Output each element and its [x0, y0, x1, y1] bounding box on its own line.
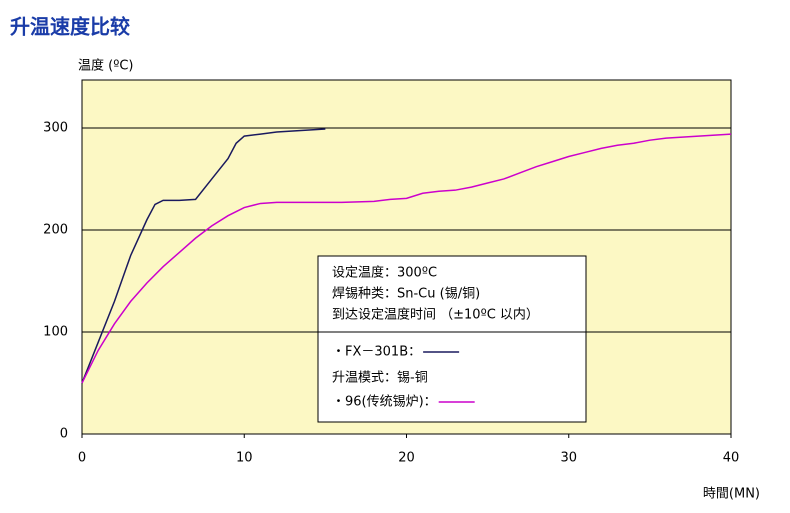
legend-label: ・96(传统锡炉)：	[332, 395, 437, 410]
y-tick-label: 100	[43, 324, 68, 339]
x-tick-label: 0	[78, 451, 86, 466]
chart-title: 升温速度比较	[10, 15, 130, 39]
x-tick-label: 30	[560, 451, 577, 466]
series-line	[81, 128, 326, 384]
x-tick-label: 10	[236, 451, 253, 466]
y-tick-label: 300	[43, 120, 68, 135]
annotation-box	[317, 255, 587, 423]
y-tick-label: 0	[60, 427, 68, 442]
x-axis-label: 時間(MN)	[703, 487, 760, 502]
x-tick-label: 40	[723, 451, 740, 466]
x-tick-label: 20	[398, 451, 415, 466]
annotation: 设定温度：300ºC	[332, 265, 437, 281]
y-tick-label: 200	[43, 222, 68, 237]
annotation: 到达设定温度时间 （±10ºC 以内）	[332, 307, 539, 323]
y-axis-label: 温度 (ºC)	[78, 58, 133, 74]
series-line	[81, 133, 732, 384]
annotation: 升温模式：锡-铜	[332, 371, 428, 386]
annotation: 焊锡种类：Sn-Cu (锡/铜)	[332, 286, 480, 302]
legend-label: ・FX－301B：	[332, 345, 421, 360]
